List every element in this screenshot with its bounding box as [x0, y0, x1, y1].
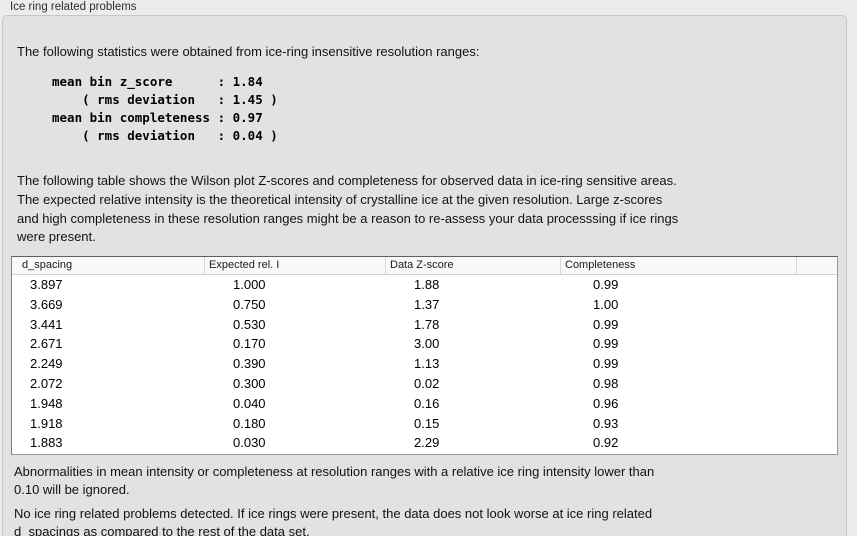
cell-empty — [797, 374, 837, 394]
cell-completeness: 0.99 — [593, 356, 619, 372]
cell-d-spacing: 3.441 — [30, 316, 63, 332]
cell-empty — [797, 433, 837, 453]
stats-block: mean bin z_score : 1.84 ( rms deviation … — [52, 73, 278, 145]
cell-expected-rel-i: 0.750 — [233, 296, 266, 312]
table-row[interactable]: 1.948 0.040 0.16 0.96 — [12, 394, 837, 414]
cell-completeness: 0.92 — [593, 435, 619, 451]
cell-data-z-score: 1.78 — [414, 316, 440, 332]
cell-data-z-score: 0.16 — [414, 395, 440, 411]
ice-ring-table: d_spacing Expected rel. I Data Z-score Comp… — [11, 256, 838, 455]
ice-ring-table-header: d_spacing Expected rel. I Data Z-score Comp… — [12, 257, 837, 275]
cell-d-spacing: 1.948 — [30, 395, 63, 411]
cell-data-z-score: 1.88 — [414, 277, 440, 292]
text-line: ( rms deviation : 1.45 ) — [52, 92, 278, 107]
table-row[interactable]: 1.918 0.180 0.15 0.93 — [12, 414, 837, 434]
cell-d-spacing: 2.072 — [30, 375, 63, 391]
table-row[interactable]: 2.671 0.170 3.00 0.99 — [12, 334, 837, 354]
cell-empty — [797, 315, 837, 335]
cell-empty — [797, 414, 837, 434]
cell-d-spacing: 1.883 — [30, 435, 63, 451]
text-line: The following table shows the Wilson plo… — [17, 173, 677, 188]
cell-empty — [797, 275, 837, 295]
text-line: Abnormalities in mean intensity or compl… — [14, 464, 655, 479]
cell-completeness: 0.99 — [593, 316, 619, 332]
table-row[interactable]: 3.669 0.750 1.37 1.00 — [12, 295, 837, 315]
column-header-empty — [797, 257, 837, 274]
conclusion-text: No ice ring related problems detected. I… — [14, 505, 652, 536]
footnote-text: Abnormalities in mean intensity or compl… — [14, 463, 654, 500]
text-line: 0.10 will be ignored. — [14, 482, 130, 498]
cell-completeness: 1.00 — [593, 296, 619, 312]
text-line: and high completeness in these resolutio… — [17, 210, 679, 226]
text-line: No ice ring related problems detected. I… — [14, 506, 653, 521]
column-header-d-spacing[interactable]: d_spacing — [12, 257, 205, 274]
table-row[interactable]: 3.441 0.530 1.78 0.99 — [12, 315, 837, 335]
cell-data-z-score: 1.13 — [414, 356, 440, 372]
table-row[interactable]: 3.897 1.000 1.88 0.99 — [12, 275, 837, 295]
text-line: mean bin completeness : 0.97 — [52, 110, 263, 125]
table-description-text: The following table shows the Wilson plo… — [17, 172, 678, 247]
text-line: mean bin z_score : 1.84 — [52, 74, 263, 89]
cell-data-z-score: 0.15 — [414, 415, 440, 431]
cell-d-spacing: 3.669 — [30, 296, 63, 312]
table-row[interactable]: 1.883 0.030 2.29 0.92 — [12, 433, 837, 453]
cell-d-spacing: 2.249 — [30, 356, 63, 372]
cell-expected-rel-i: 0.170 — [233, 336, 266, 352]
text-line: The expected relative intensity is the t… — [17, 191, 663, 207]
cell-d-spacing: 3.897 — [30, 277, 63, 292]
text-line: were present. — [17, 229, 96, 245]
cell-expected-rel-i: 0.390 — [233, 356, 266, 372]
cell-empty — [797, 334, 837, 354]
cell-expected-rel-i: 1.000 — [233, 277, 266, 292]
cell-completeness: 0.99 — [593, 336, 619, 352]
table-row[interactable]: 2.249 0.390 1.13 0.99 — [12, 354, 837, 374]
cell-completeness: 0.99 — [593, 277, 619, 292]
cell-expected-rel-i: 0.180 — [233, 415, 266, 431]
ice-ring-group-box: The following statistics were obtained f… — [2, 15, 847, 536]
cell-completeness: 0.93 — [593, 415, 619, 431]
cell-data-z-score: 0.02 — [414, 375, 440, 391]
column-header-expected-rel-i[interactable]: Expected rel. I — [205, 257, 386, 274]
cell-empty — [797, 354, 837, 374]
cell-completeness: 0.98 — [593, 375, 619, 391]
text-line: ( rms deviation : 0.04 ) — [52, 128, 278, 143]
ice-ring-table-body: 3.897 1.000 1.88 0.99 3.669 0.750 1.37 1.00 3.44… — [12, 275, 837, 453]
table-row[interactable]: 2.072 0.300 0.02 0.98 — [12, 374, 837, 394]
intro-text: The following statistics were obtained f… — [17, 44, 480, 59]
group-box-title: Ice ring related problems — [10, 1, 137, 13]
cell-expected-rel-i: 0.040 — [233, 395, 266, 411]
cell-data-z-score: 3.00 — [414, 336, 440, 352]
cell-completeness: 0.96 — [593, 395, 619, 411]
cell-empty — [797, 295, 837, 315]
cell-d-spacing: 2.671 — [30, 336, 63, 352]
cell-data-z-score: 1.37 — [414, 296, 440, 312]
cell-expected-rel-i: 0.030 — [233, 435, 266, 451]
text-line: d_spacings as compared to the rest of th… — [14, 524, 310, 536]
column-header-completeness[interactable]: Completeness — [561, 257, 797, 274]
cell-data-z-score: 2.29 — [414, 435, 440, 451]
column-header-data-z-score[interactable]: Data Z-score — [386, 257, 561, 274]
cell-expected-rel-i: 0.530 — [233, 316, 266, 332]
cell-d-spacing: 1.918 — [30, 415, 63, 431]
cell-empty — [797, 394, 837, 414]
cell-expected-rel-i: 0.300 — [233, 375, 266, 391]
